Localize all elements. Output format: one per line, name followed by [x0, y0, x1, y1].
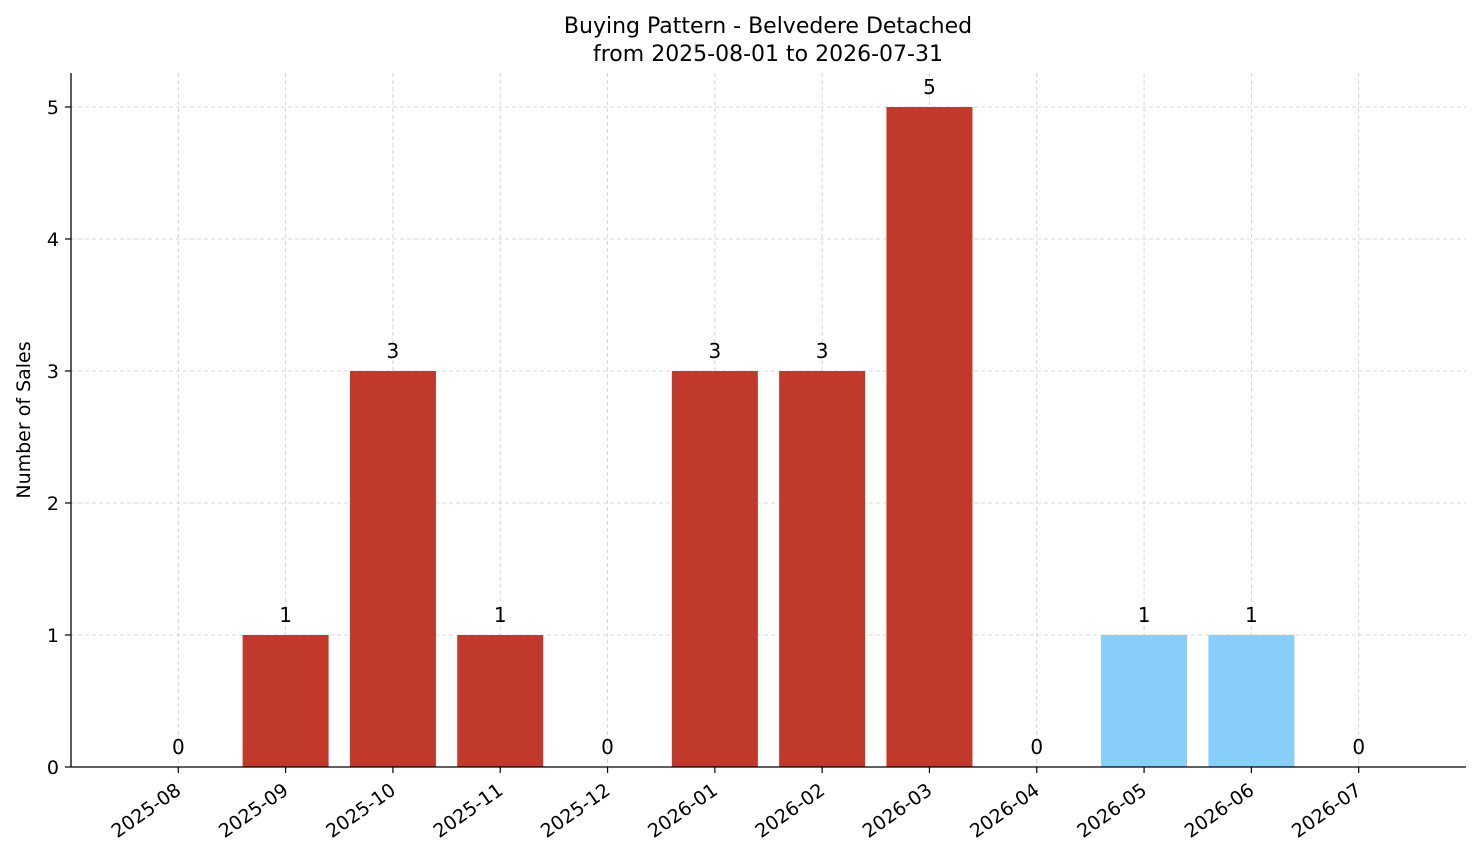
- bars-layer: [242, 107, 1295, 767]
- data-label: 1: [1138, 603, 1151, 627]
- x-tick-label: 2025-08: [108, 779, 186, 843]
- data-label: 3: [816, 339, 829, 363]
- x-tick-label: 2025-10: [322, 779, 400, 843]
- bar-2025-11: [457, 635, 544, 767]
- data-label: 0: [172, 735, 185, 759]
- bar-2026-03: [886, 107, 973, 767]
- data-label: 3: [387, 339, 400, 363]
- y-tick-label: 3: [47, 361, 59, 383]
- y-tick-label: 2: [47, 493, 59, 515]
- data-label: 0: [1352, 735, 1365, 759]
- x-tick-label: 2026-02: [751, 779, 829, 843]
- x-tick-label: 2025-11: [429, 779, 507, 843]
- data-label: 3: [708, 339, 721, 363]
- y-tick-label: 5: [47, 97, 59, 119]
- y-axis-label: Number of Sales: [13, 341, 35, 498]
- bar-2025-10: [349, 371, 436, 767]
- data-label: 1: [1245, 603, 1258, 627]
- bar-2026-06: [1208, 635, 1295, 767]
- y-tick-label: 0: [47, 757, 59, 779]
- y-tick-label: 1: [47, 625, 59, 647]
- chart-subtitle: from 2025-08-01 to 2026-07-31: [593, 42, 943, 67]
- y-tick-label: 4: [47, 229, 59, 251]
- x-tick-label: 2026-07: [1288, 779, 1366, 843]
- data-label: 1: [494, 603, 507, 627]
- x-tick-label: 2026-06: [1181, 779, 1259, 843]
- data-label: 5: [923, 75, 936, 99]
- bar-2025-09: [242, 635, 329, 767]
- chart-title: Buying Pattern - Belvedere Detached: [564, 14, 972, 39]
- x-tick-label: 2026-03: [859, 779, 937, 843]
- x-tick-label: 2025-12: [537, 779, 615, 843]
- axes-layer: [65, 73, 1466, 773]
- bar-2026-02: [779, 371, 866, 767]
- x-tick-label: 2025-09: [215, 779, 293, 843]
- bar-2026-01: [671, 371, 758, 767]
- x-tick-label: 2026-01: [644, 779, 722, 843]
- x-tick-label: 2026-05: [1073, 779, 1151, 843]
- data-label: 0: [601, 735, 614, 759]
- bar-2026-05: [1101, 635, 1188, 767]
- data-label: 1: [279, 603, 292, 627]
- data-label: 0: [1030, 735, 1043, 759]
- x-tick-label: 2026-04: [966, 779, 1044, 843]
